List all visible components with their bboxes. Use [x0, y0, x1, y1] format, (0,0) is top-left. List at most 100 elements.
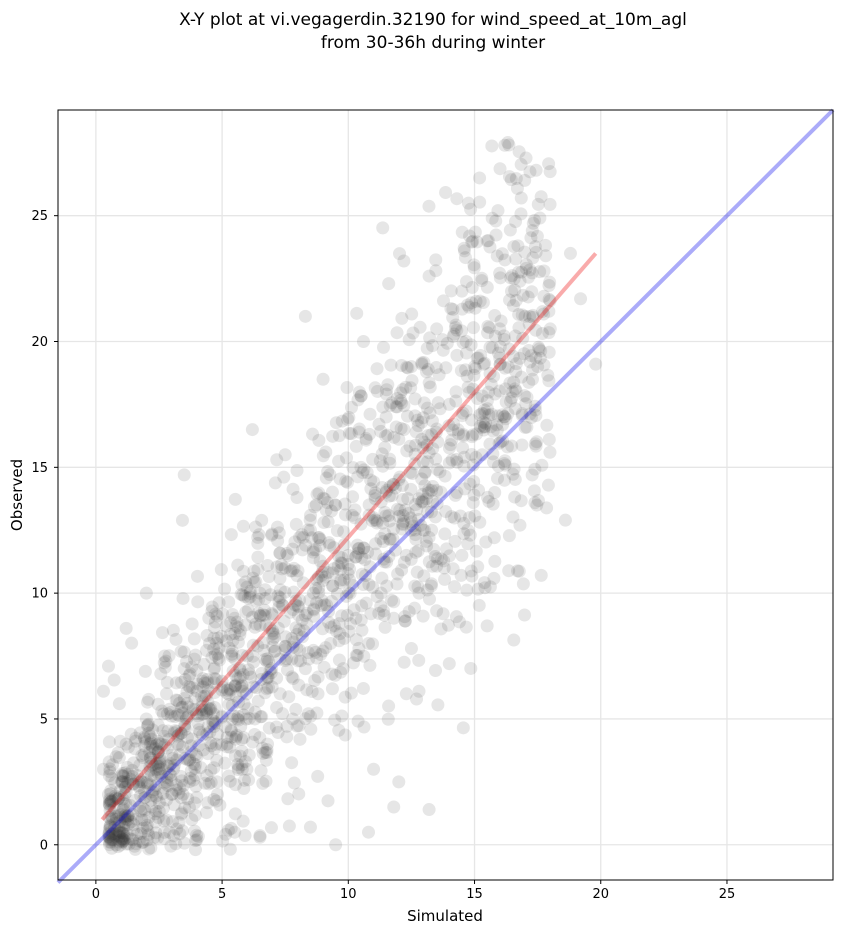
scatter-point [471, 560, 485, 574]
scatter-point [329, 498, 343, 512]
scatter-point [156, 786, 170, 800]
scatter-point [111, 828, 125, 842]
scatter-point [462, 385, 476, 399]
scatter-point [128, 793, 142, 807]
scatter-point [529, 323, 543, 337]
scatter-point [139, 735, 153, 749]
scatter-point [507, 633, 521, 647]
scatter-point [228, 678, 242, 692]
scatter-point [529, 163, 543, 177]
scatter-point [439, 186, 453, 200]
scatter-point [315, 565, 329, 579]
scatter-point [241, 702, 255, 716]
scatter-point [111, 792, 125, 806]
scatter-point [287, 561, 301, 575]
scatter-point [246, 680, 260, 694]
scatter-point [199, 688, 213, 702]
scatter-point [335, 414, 349, 428]
scatter-point [537, 289, 551, 303]
scatter-point [272, 600, 286, 614]
scatter-point [397, 399, 411, 413]
scatter-point [388, 481, 402, 495]
scatter-point [374, 424, 388, 438]
scatter-point [523, 407, 537, 421]
scatter-point [116, 769, 130, 783]
scatter-point [165, 787, 179, 801]
scatter-point [241, 591, 255, 605]
scatter-point [289, 517, 303, 531]
scatter-point [507, 462, 521, 476]
scatter-point [342, 624, 356, 638]
scatter-point [498, 253, 512, 267]
x-tick-label: 10 [340, 887, 357, 902]
scatter-point [119, 837, 133, 851]
scatter-point [370, 516, 384, 530]
scatter-point [522, 343, 536, 357]
scatter-point [518, 245, 532, 259]
scatter-point [467, 488, 481, 502]
scatter-point [493, 357, 507, 371]
scatter-point [429, 253, 443, 267]
scatter-point [276, 707, 290, 721]
scatter-point [433, 402, 447, 416]
scatter-point [542, 278, 556, 292]
scatter-point [263, 621, 277, 635]
scatter-point [188, 761, 202, 775]
scatter-point [160, 775, 174, 789]
scatter-point [512, 307, 526, 321]
scatter-point [526, 363, 540, 377]
scatter-point [375, 447, 389, 461]
scatter-point [535, 326, 549, 340]
scatter-point [223, 682, 237, 696]
scatter-point [349, 649, 363, 663]
scatter-point [497, 333, 511, 347]
scatter-point [383, 452, 397, 466]
scatter-point [383, 514, 397, 528]
scatter-point [112, 790, 126, 804]
scatter-point [372, 606, 386, 620]
scatter-point [255, 710, 269, 724]
scatter-point [483, 366, 497, 380]
scatter-point [117, 788, 131, 802]
scatter-point [113, 734, 127, 748]
scatter-point [102, 829, 116, 843]
scatter-point [251, 639, 265, 653]
scatter-point [316, 574, 330, 588]
scatter-point [383, 456, 397, 470]
scatter-point [237, 697, 251, 711]
scatter-point [115, 775, 129, 789]
scatter-point [153, 766, 167, 780]
scatter-point [381, 712, 395, 726]
scatter-point [449, 610, 463, 624]
scatter-point [102, 735, 116, 749]
scatter-point [504, 271, 518, 285]
scatter-point [293, 732, 307, 746]
scatter-point [346, 461, 360, 475]
scatter-point [256, 741, 270, 755]
scatter-point [329, 838, 343, 852]
scatter-point [473, 294, 487, 308]
scatter-point [228, 679, 242, 693]
y-tick-label: 25 [31, 209, 48, 224]
scatter-point [101, 659, 115, 673]
scatter-point [387, 595, 401, 609]
scatter-point [294, 654, 308, 668]
scatter-point [491, 204, 505, 218]
scatter-point [526, 216, 540, 230]
scatter-point [411, 419, 425, 433]
scatter-point [157, 831, 171, 845]
scatter-point [469, 427, 483, 441]
scatter-point [390, 391, 404, 405]
scatter-point [185, 813, 199, 827]
scatter-point [326, 579, 340, 593]
scatter-point [229, 732, 243, 746]
scatter-point [141, 765, 155, 779]
scatter-point [125, 763, 139, 777]
scatter-point [397, 254, 411, 268]
scatter-point [241, 663, 255, 677]
scatter-point [162, 732, 176, 746]
scatter-point [247, 564, 261, 578]
scatter-point [396, 492, 410, 506]
scatter-point [307, 609, 321, 623]
scatter-point [356, 681, 370, 695]
